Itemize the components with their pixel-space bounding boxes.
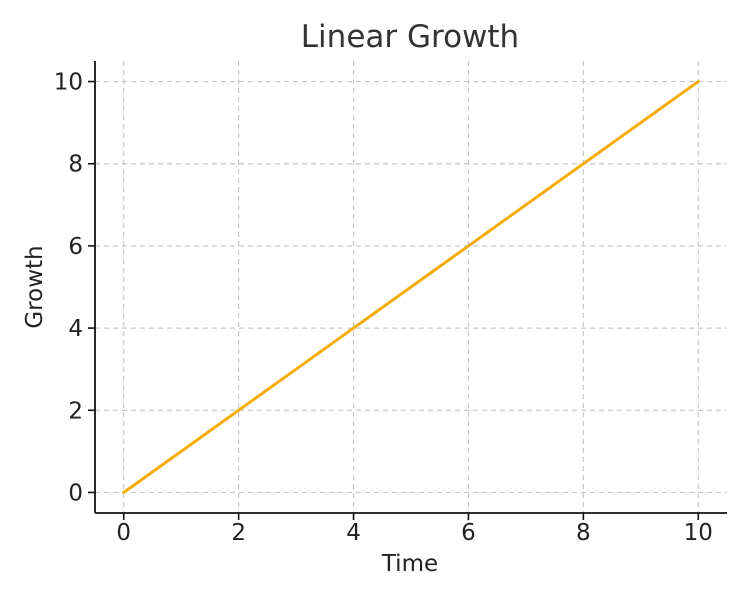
x-axis-label: Time — [381, 551, 438, 577]
x-tick-label-1: 2 — [231, 520, 246, 546]
grid-lines — [95, 61, 727, 513]
y-tick-label-0: 0 — [68, 480, 83, 506]
y-tick-label-5: 10 — [54, 70, 83, 96]
y-tick-label-4: 8 — [68, 152, 83, 178]
series-line-0 — [122, 80, 700, 494]
y-axis-label: Growth — [22, 245, 48, 328]
ticks: 0 2 4 6 8 10 0 2 4 6 8 10 — [54, 70, 713, 546]
x-tick-label-2: 4 — [346, 520, 361, 546]
x-tick-label-3: 6 — [461, 520, 476, 546]
axes — [94, 61, 727, 514]
x-tick-label-0: 0 — [116, 520, 131, 546]
y-tick-label-2: 4 — [68, 316, 83, 342]
y-tick-label-1: 2 — [68, 398, 83, 424]
y-tick-label-3: 6 — [68, 234, 83, 260]
series-layer — [122, 80, 700, 494]
chart-title: Linear Growth — [301, 19, 519, 55]
x-tick-label-4: 8 — [576, 520, 591, 546]
x-tick-label-5: 10 — [684, 520, 713, 546]
